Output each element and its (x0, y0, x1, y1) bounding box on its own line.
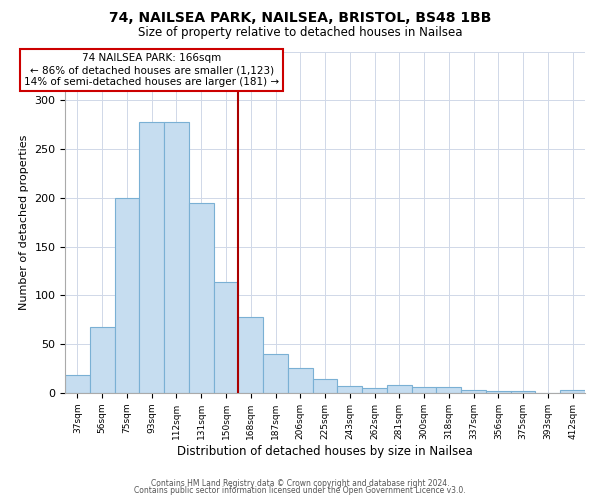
Text: Contains HM Land Registry data © Crown copyright and database right 2024.: Contains HM Land Registry data © Crown c… (151, 478, 449, 488)
Bar (387, 385, 412, 393)
Bar (560, 390, 585, 393)
Bar (139, 122, 164, 393)
Bar (337, 386, 362, 393)
Text: 74 NAILSEA PARK: 166sqm
← 86% of detached houses are smaller (1,123)
14% of semi: 74 NAILSEA PARK: 166sqm ← 86% of detache… (24, 54, 279, 86)
Bar (164, 122, 189, 393)
Bar (436, 387, 461, 393)
X-axis label: Distribution of detached houses by size in Nailsea: Distribution of detached houses by size … (177, 444, 473, 458)
Bar (214, 282, 238, 393)
Text: 74, NAILSEA PARK, NAILSEA, BRISTOL, BS48 1BB: 74, NAILSEA PARK, NAILSEA, BRISTOL, BS48… (109, 11, 491, 25)
Text: Size of property relative to detached houses in Nailsea: Size of property relative to detached ho… (138, 26, 462, 39)
Y-axis label: Number of detached properties: Number of detached properties (19, 134, 29, 310)
Bar (115, 198, 139, 393)
Bar (313, 379, 337, 393)
Text: Contains public sector information licensed under the Open Government Licence v3: Contains public sector information licen… (134, 486, 466, 495)
Bar (189, 202, 214, 393)
Bar (263, 354, 288, 393)
Bar (486, 391, 511, 393)
Bar (412, 387, 436, 393)
Bar (90, 326, 115, 393)
Bar (362, 388, 387, 393)
Bar (238, 317, 263, 393)
Bar (511, 391, 535, 393)
Bar (288, 368, 313, 393)
Bar (65, 376, 90, 393)
Bar (461, 390, 486, 393)
